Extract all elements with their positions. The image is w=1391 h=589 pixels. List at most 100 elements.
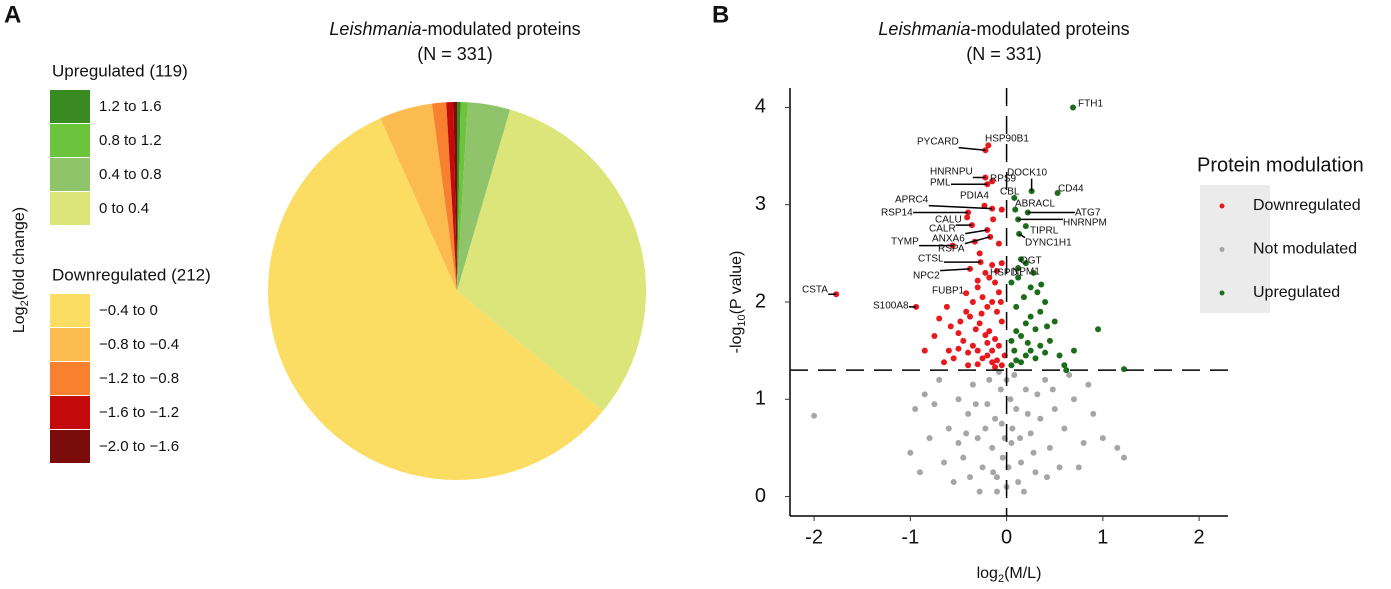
label-part: (P value) [728,251,745,315]
pie-slice [457,102,461,291]
point [1008,337,1015,344]
point [998,362,1005,369]
point-label: TIPRL [1030,226,1059,237]
point-label: DOCK10 [1007,168,1047,179]
point-label: CBL [1000,187,1020,198]
point [993,308,1000,315]
point [992,415,999,422]
point [1017,435,1024,442]
point [967,474,974,481]
point [1007,396,1014,403]
point [1042,376,1049,383]
point-label: RSPA [938,244,965,255]
legend-label: 0.8 to 1.2 [99,132,162,149]
legend-swatch [50,396,90,429]
point [1009,425,1016,432]
pie-title: Leishmania-modulated proteins [329,19,580,39]
point-label: OGT [1020,256,1042,267]
point-label: S100A8 [873,301,909,312]
point [989,299,996,305]
leader-line [964,236,991,245]
point [1011,371,1018,378]
point [978,310,985,317]
point [963,308,970,315]
point [1022,223,1029,230]
point-label: APRC4 [895,195,929,206]
panel-label: B [712,1,729,28]
point [1027,347,1034,354]
point-label: CD44 [1058,184,1084,195]
point [993,267,1000,274]
point [984,401,991,408]
legend-axis-label: Log2(fold change) [11,207,31,333]
point [972,326,979,333]
y-axis-label: -log10(P value) [728,251,748,354]
point-label: HNRNPM [1063,218,1107,229]
point [974,361,981,368]
legend-swatch [50,294,90,327]
point-label: NPC2 [913,271,940,282]
point [1030,449,1037,456]
point [985,142,992,149]
point [960,337,967,344]
y-tick-label: 2 [755,290,766,312]
point [1034,391,1041,398]
point [955,345,962,352]
legend-key [1219,247,1225,252]
pie-slice [457,102,468,291]
legend-title: Protein modulation [1197,154,1364,176]
point-label: RPS9 [990,174,1017,185]
scatter-title: Leishmania-modulated proteins [878,19,1129,39]
point [1038,281,1045,288]
point-label: NPM1 [1012,267,1040,278]
legend-label: −0.4 to 0 [99,302,158,319]
point [1066,371,1073,378]
point [969,381,976,388]
point [990,469,997,476]
point-label: CALR [929,224,956,235]
y-tick-label: 0 [755,485,766,507]
x-tick-label: -1 [901,526,919,548]
point [1013,303,1020,310]
point [974,277,981,284]
point [936,376,943,383]
point [1020,488,1027,495]
point-label: HSP90B1 [985,134,1029,145]
point [1032,326,1039,333]
point [955,330,962,337]
point-label: CSTA [802,285,828,296]
point [1008,362,1015,369]
point [1061,425,1068,432]
legend-swatch [50,192,90,225]
point [1018,459,1025,466]
point [963,430,970,437]
point-label: FUBP1 [932,286,965,297]
point [964,214,971,221]
label-part: log [977,565,998,582]
point [976,488,983,495]
point [969,342,976,349]
point [974,284,981,291]
point [997,299,1004,305]
legend-swatch [50,362,90,395]
pie-slice [380,103,457,291]
title-rest: -modulated proteins [970,19,1129,39]
point [965,349,972,356]
legend-group-title: Downregulated (212) [52,265,211,284]
point [995,289,1002,296]
point [931,401,938,408]
point [1054,190,1061,197]
point [1008,279,1015,286]
point [1011,194,1018,201]
point [989,444,996,451]
point [979,355,986,362]
point [1080,440,1087,447]
title-rest: -modulated proteins [421,19,580,39]
point [1011,347,1018,354]
point-label: ATG7 [1075,208,1101,219]
pie-slice [268,118,603,481]
point [1022,320,1029,327]
point [969,299,976,305]
point [1051,318,1058,325]
